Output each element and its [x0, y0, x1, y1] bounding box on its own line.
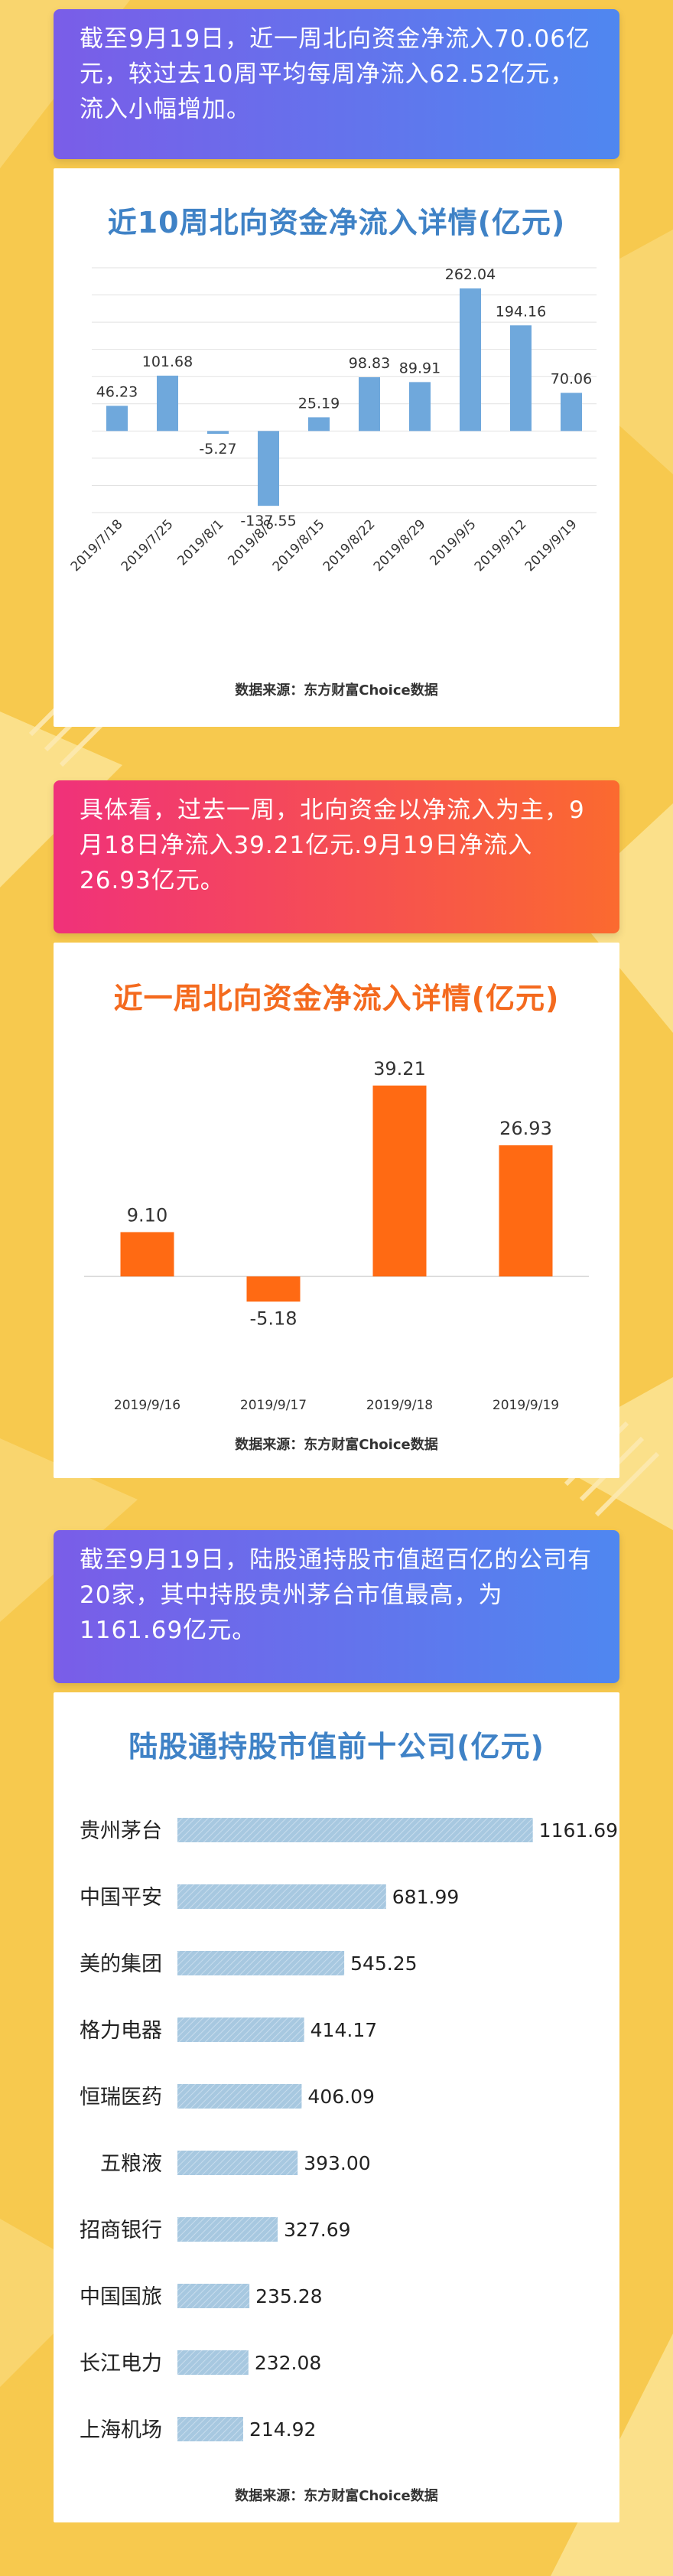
chart-card: 近10周北向资金净流入详情(亿元) 46.23 2019/7/18 101.68 20… [54, 168, 619, 727]
data-label: 9.10 [127, 1204, 167, 1226]
tick-label: 2019/7/25 [119, 516, 177, 575]
bar [157, 376, 178, 432]
chart-title: 陆股通持股市值前十公司(亿元) [128, 1730, 545, 1763]
bar [120, 1232, 174, 1277]
bar [510, 325, 532, 432]
data-label: 545.25 [350, 1952, 417, 1975]
bar [460, 288, 481, 432]
category-label: 中国平安 [80, 1886, 162, 1910]
data-label: 232.08 [255, 2352, 321, 2374]
bar [177, 1884, 386, 1909]
bar [177, 2151, 298, 2175]
tick-label: 2019/7/18 [68, 516, 126, 575]
data-label: 26.93 [499, 1118, 552, 1139]
data-label: -5.27 [199, 441, 236, 458]
chart-title: 近10周北向资金净流入详情(亿元) [107, 206, 566, 239]
chart-card: 陆股通持股市值前十公司(亿元) 贵州茅台 1161.69 中国平安 681.99 美的集… [54, 1692, 619, 2522]
category-label: 中国国旅 [80, 2285, 162, 2309]
chart-top10-hbars: 贵州茅台 1161.69 中国平安 681.99 美的集团 545.25 格力电器 414.1… [80, 1818, 618, 2442]
data-label: 46.23 [96, 383, 138, 400]
bar [372, 1085, 427, 1277]
category-label: 恒瑞医药 [80, 2086, 162, 2109]
tick-label: 2019/8/22 [320, 516, 379, 575]
bar [207, 431, 229, 435]
bar [258, 431, 279, 506]
category-label: 格力电器 [80, 2019, 162, 2043]
summary-banner: 具体看，过去一周，北向资金以净流入为主，9月18日净流入39.21亿元.9月19… [54, 780, 619, 933]
bar [177, 1818, 533, 1842]
tick-label: 2019/9/17 [240, 1398, 307, 1413]
data-label: 414.17 [310, 2019, 377, 2041]
data-source: 数据来源：东方财富Choice数据 [235, 682, 438, 699]
data-label: 681.99 [392, 1886, 459, 1908]
data-label: 1161.69 [539, 1819, 618, 1842]
chart-card: 近一周北向资金净流入详情(亿元) 9.10 2019/9/16 -5.18 2019/… [54, 943, 619, 1478]
data-label: 39.21 [373, 1058, 426, 1080]
bar [246, 1276, 301, 1302]
category-label: 五粮液 [100, 2152, 162, 2176]
data-label: -137.55 [240, 513, 296, 529]
tick-label: 2019/9/5 [427, 516, 479, 568]
chart-daily-bars: 9.10 2019/9/16 -5.18 2019/9/17 39.21 2019/9/1… [84, 1058, 589, 1413]
bar [308, 417, 330, 432]
category-label: 上海机场 [80, 2418, 162, 2442]
data-source: 数据来源：东方财富Choice数据 [235, 2488, 438, 2504]
summary-banner: 截至9月19日，近一周北向资金净流入70.06亿元，较过去10周平均每周净流入6… [54, 9, 619, 159]
data-label: 101.68 [142, 353, 193, 370]
tick-label: 2019/8/29 [371, 516, 429, 575]
tick-label: 2019/9/16 [114, 1398, 180, 1413]
bar [177, 2284, 250, 2308]
data-label: -5.18 [249, 1308, 297, 1329]
bar [409, 382, 431, 432]
bar [359, 377, 380, 432]
data-label: 393.00 [304, 2152, 370, 2174]
bar [177, 2217, 278, 2242]
tick-label: 2019/9/19 [522, 516, 580, 575]
bar [561, 392, 582, 432]
data-label: 98.83 [349, 355, 390, 372]
data-label: 70.06 [551, 371, 592, 388]
bar [106, 405, 128, 432]
tick-label: 2019/8/1 [174, 516, 226, 568]
chart-title: 近一周北向资金净流入详情(亿元) [113, 982, 560, 1015]
chart-weekly-bars: 46.23 2019/7/18 101.68 2019/7/25 -5.27 2019/8… [68, 266, 597, 575]
data-label: 327.69 [284, 2219, 350, 2241]
data-label: 214.92 [249, 2418, 316, 2441]
data-label: 262.04 [445, 266, 496, 283]
category-label: 贵州茅台 [80, 1819, 162, 1843]
tick-label: 2019/9/18 [366, 1398, 433, 1413]
data-label: 194.16 [496, 303, 546, 320]
bar [499, 1145, 553, 1277]
tick-label: 2019/9/19 [493, 1398, 559, 1413]
data-label: 406.09 [307, 2086, 374, 2108]
data-label: 89.91 [399, 360, 441, 376]
data-label: 25.19 [298, 395, 340, 412]
bar [177, 2017, 304, 2042]
bar [177, 2084, 302, 2109]
data-source: 数据来源：东方财富Choice数据 [235, 1437, 438, 1453]
data-label: 235.28 [255, 2285, 322, 2307]
category-label: 美的集团 [80, 1952, 162, 1976]
tick-label: 2019/9/12 [472, 516, 530, 575]
bar [177, 2417, 243, 2441]
category-label: 长江电力 [80, 2352, 162, 2376]
bar [177, 1951, 345, 1975]
bar [177, 2350, 249, 2375]
category-label: 招商银行 [80, 2219, 162, 2242]
summary-banner: 截至9月19日，陆股通持股市值超百亿的公司有20家，其中持股贵州茅台市值最高，为… [54, 1530, 619, 1683]
